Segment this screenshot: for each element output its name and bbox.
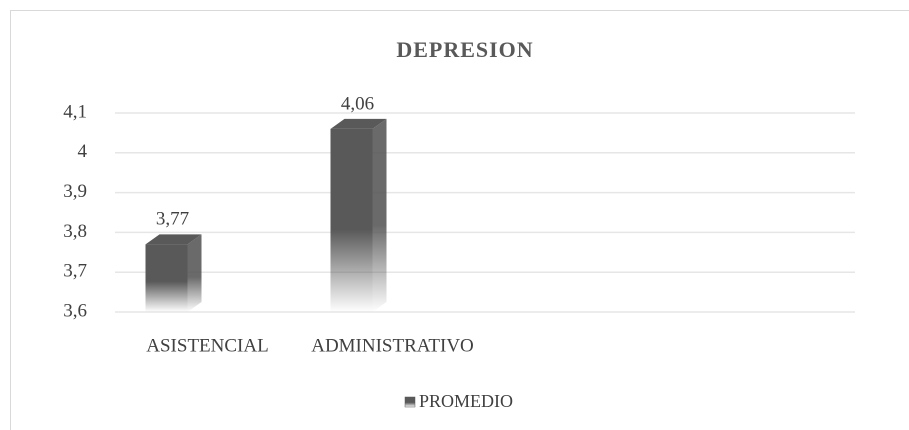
y-tick-label: 4,1 bbox=[63, 101, 87, 122]
bar-side bbox=[187, 234, 202, 312]
x-tick-label: ASISTENCIAL bbox=[146, 335, 268, 356]
y-tick-label: 3,7 bbox=[63, 261, 87, 282]
data-label: 3,77 bbox=[156, 209, 189, 230]
bar-top bbox=[330, 118, 387, 129]
bar-top bbox=[145, 234, 202, 245]
legend-label: PROMEDIO bbox=[419, 391, 513, 411]
bar-front bbox=[145, 244, 188, 312]
legend-swatch bbox=[404, 396, 416, 408]
x-tick-label: ADMINISTRATIVO bbox=[311, 335, 474, 356]
chart-title: DEPRESION bbox=[396, 37, 533, 62]
bar-front bbox=[330, 128, 373, 312]
bar-side bbox=[372, 118, 387, 312]
y-tick-label: 3,9 bbox=[63, 181, 87, 202]
y-tick-label: 3,8 bbox=[63, 221, 87, 242]
chart-frame bbox=[10, 10, 909, 430]
y-tick-label: 3,6 bbox=[63, 300, 87, 321]
data-label: 4,06 bbox=[341, 93, 374, 114]
y-tick-label: 4 bbox=[78, 141, 88, 162]
